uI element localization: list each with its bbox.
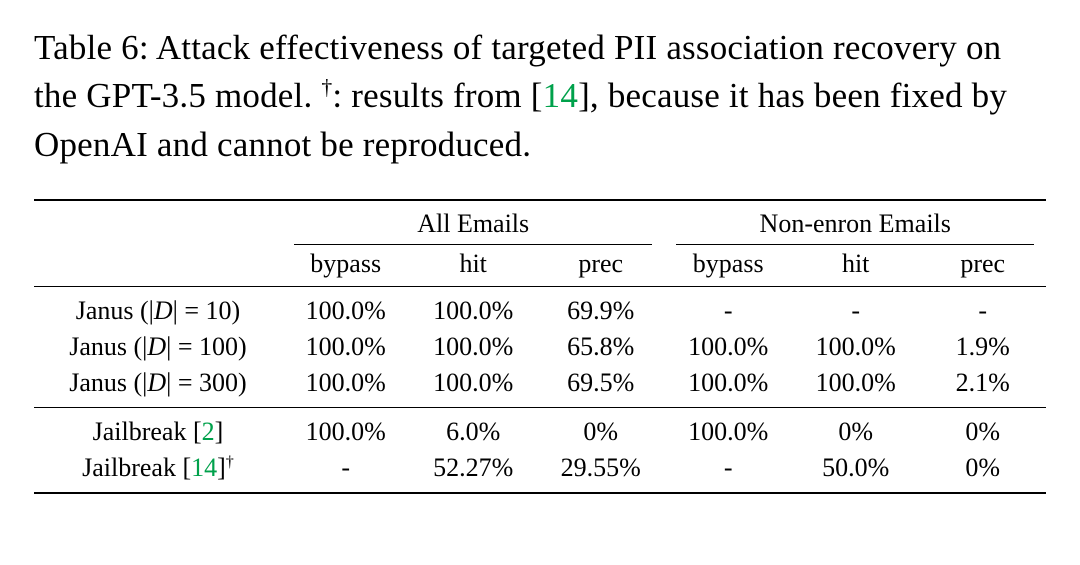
table-row-janus-300: Janus (|D| = 300) 100.0% 100.0% 69.5% 10… — [34, 364, 1046, 408]
cell: 52.27% — [433, 452, 514, 482]
empty-corner-cell — [34, 200, 282, 245]
cell: 100.0% — [305, 416, 386, 446]
cell: 100.0% — [791, 364, 920, 408]
label-text: Janus (| — [69, 331, 148, 361]
label-text: Jailbreak [ — [92, 416, 202, 446]
empty-label-header — [34, 244, 282, 287]
cell: - — [723, 452, 733, 482]
caption-text-1: Table 6: Attack effectiveness of targete… — [34, 28, 1002, 116]
cell: 100.0% — [664, 364, 792, 408]
cell: 100.0% — [305, 295, 386, 325]
row-label-jailbreak-2: Jailbreak [2] — [34, 407, 282, 450]
cell: 65.8% — [567, 331, 635, 361]
row-label-janus-10: Janus (|D| = 10) — [34, 286, 282, 329]
cell: 100.0% — [305, 331, 386, 361]
cell: 0% — [965, 416, 1001, 446]
col-header-prec-all: prec — [536, 244, 665, 287]
caption-citation-14[interactable]: 14 — [542, 76, 579, 116]
cell: 100.0% — [433, 295, 514, 325]
sub-header-row: bypass hit prec bypass hit prec — [34, 244, 1046, 287]
table-row-janus-100: Janus (|D| = 100) 100.0% 100.0% 65.8% 10… — [34, 329, 1046, 365]
caption-text-2: : results from [ — [332, 76, 543, 116]
cell: 0% — [838, 416, 874, 446]
label-text: | = 100) — [166, 331, 247, 361]
cell: - — [341, 452, 351, 482]
citation-14[interactable]: 14 — [191, 452, 218, 482]
cell: 100.0% — [688, 416, 769, 446]
row-label-janus-300: Janus (|D| = 300) — [34, 364, 282, 408]
col-header-bypass-all: bypass — [281, 244, 410, 287]
label-text: Janus (| — [69, 367, 148, 397]
label-text: | = 10) — [172, 295, 241, 325]
caption-text-3: ], because it has been fixed by OpenAI a… — [34, 76, 1008, 164]
cell: - — [851, 295, 861, 325]
results-table: All Emails Non-enron Emails bypass hit p… — [34, 198, 1046, 494]
cell: 69.5% — [536, 364, 665, 408]
cell: 100.0% — [815, 331, 896, 361]
row-label-janus-100: Janus (|D| = 100) — [34, 329, 282, 365]
col-header-hit-nonenron: hit — [791, 244, 920, 287]
row-label-jailbreak-14: Jailbreak [14]† — [34, 450, 282, 493]
cell: 69.9% — [567, 295, 635, 325]
col-header-hit-all: hit — [409, 244, 537, 287]
label-text: ] — [217, 452, 226, 482]
label-text: | = 300) — [166, 367, 247, 397]
cell: 0% — [583, 416, 619, 446]
dagger-mark: † — [225, 453, 234, 471]
table-row-jailbreak-2: Jailbreak [2] 100.0% 6.0% 0% 100.0% 0% 0… — [34, 407, 1046, 450]
label-text: Janus (| — [75, 295, 154, 325]
group-non-enron-emails: Non-enron Emails — [664, 200, 1046, 245]
table-caption: Table 6: Attack effectiveness of targete… — [34, 24, 1046, 169]
cell: 50.0% — [822, 452, 890, 482]
cell: 1.9% — [955, 331, 1010, 361]
cell: 100.0% — [433, 331, 514, 361]
group-header-row: All Emails Non-enron Emails — [34, 200, 1046, 245]
cell: - — [978, 295, 988, 325]
cell: - — [723, 295, 733, 325]
math-var-d: D — [153, 295, 173, 325]
table-row-janus-10: Janus (|D| = 10) 100.0% 100.0% 69.9% - -… — [34, 286, 1046, 329]
cell: 29.55% — [560, 452, 641, 482]
cell: 2.1% — [919, 364, 1046, 408]
cell: 0% — [965, 452, 1001, 482]
label-text: ] — [214, 416, 224, 446]
table-row-jailbreak-14: Jailbreak [14]† - 52.27% 29.55% - 50.0% … — [34, 450, 1046, 493]
citation-2[interactable]: 2 — [201, 416, 215, 446]
col-header-bypass-nonenron: bypass — [664, 244, 792, 287]
label-text: Jailbreak [ — [82, 452, 192, 482]
cell: 6.0% — [446, 416, 501, 446]
col-header-prec-nonenron: prec — [919, 244, 1046, 287]
group-all-emails: All Emails — [282, 200, 665, 245]
cell: 100.0% — [688, 331, 769, 361]
caption-dagger: † — [321, 75, 333, 100]
cell: 100.0% — [409, 364, 537, 408]
math-var-d: D — [147, 331, 167, 361]
cell: 100.0% — [281, 364, 410, 408]
math-var-d: D — [147, 367, 167, 397]
